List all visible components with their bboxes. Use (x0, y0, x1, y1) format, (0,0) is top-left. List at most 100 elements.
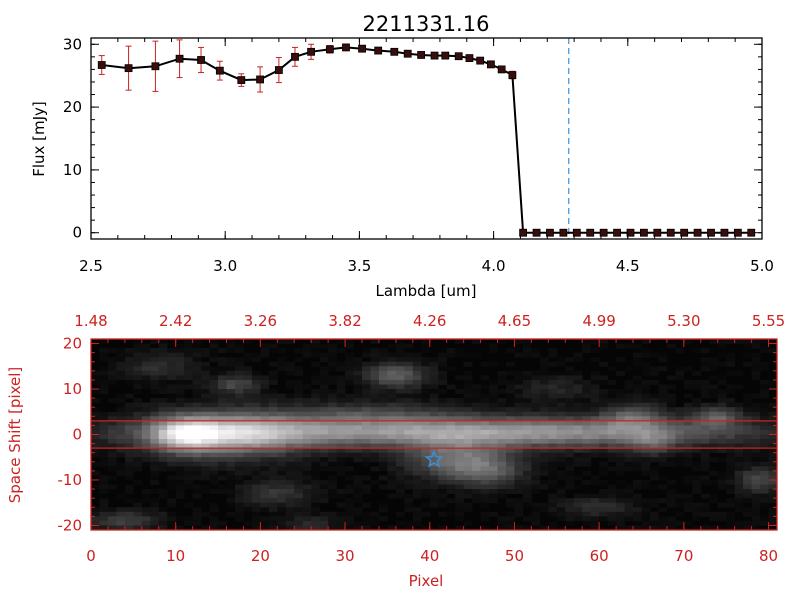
image-cell (658, 389, 668, 394)
image-cell (158, 416, 168, 422)
image-cell (514, 466, 524, 472)
image-cell (768, 402, 778, 408)
image-cell (446, 352, 456, 358)
image-cell (387, 479, 397, 485)
image-cell (573, 357, 583, 363)
image-cell (285, 516, 295, 522)
image-cell (489, 498, 498, 504)
image-cell (175, 475, 185, 481)
image-cell (277, 489, 287, 495)
image-cell (726, 484, 736, 490)
image-cell (234, 484, 244, 490)
image-cell (675, 407, 685, 413)
image-cell (497, 479, 507, 485)
image-cell (370, 443, 380, 449)
image-cell (116, 434, 126, 440)
image-cell (328, 516, 338, 522)
image-cell (277, 398, 287, 404)
image-cell (522, 343, 532, 349)
image-cell (472, 416, 481, 422)
image-cell (480, 384, 490, 390)
image-cell (590, 475, 600, 481)
image-cell (319, 384, 329, 390)
image-cell (743, 493, 752, 499)
image-cell (302, 448, 312, 454)
y-tick-label: 20 (63, 335, 82, 353)
image-cell (328, 448, 338, 454)
image-cell (395, 411, 405, 417)
image-cell (446, 443, 456, 449)
image-cell (751, 370, 761, 376)
image-cell (370, 389, 380, 394)
image-cell (760, 339, 769, 344)
image-cell (497, 448, 507, 454)
image-cell (370, 366, 380, 372)
image-cell (150, 352, 160, 358)
image-cell (726, 384, 736, 390)
image-cell (167, 398, 177, 404)
image-cell (565, 393, 575, 399)
image-cell (167, 357, 177, 363)
image-cell (192, 448, 202, 454)
image-cell (743, 475, 752, 481)
image-cell (616, 420, 625, 426)
image-cell (565, 370, 575, 376)
image-cell (218, 379, 227, 385)
image-cell (649, 352, 659, 358)
image-cell (184, 339, 194, 344)
image-cell (412, 398, 422, 404)
image-cell (421, 466, 431, 472)
image-cell (599, 402, 609, 408)
image-cell (192, 411, 202, 417)
image-cell (158, 361, 168, 367)
image-cell (268, 343, 278, 349)
image-cell (277, 402, 287, 408)
image-cell (234, 375, 244, 381)
image-cell (285, 420, 295, 426)
image-cell (277, 502, 287, 508)
image-cell (158, 407, 168, 413)
image-cell (556, 461, 566, 467)
image-cell (277, 393, 287, 399)
image-cell (666, 489, 676, 495)
image-cell (328, 402, 338, 408)
image-cell (345, 452, 354, 458)
image-cell (243, 402, 253, 408)
image-cell (565, 402, 575, 408)
image-cell (395, 457, 405, 463)
x-tick-label: 20 (251, 547, 270, 565)
image-cell (226, 429, 236, 435)
image-cell (514, 416, 524, 422)
image-cell (658, 507, 668, 513)
image-cell (743, 434, 752, 440)
image-cell (760, 493, 769, 499)
image-cell (345, 516, 354, 522)
image-cell (218, 361, 227, 367)
image-cell (412, 489, 422, 495)
image-cell (565, 407, 575, 413)
image-cell (666, 416, 676, 422)
image-cell (531, 393, 541, 399)
image-cell (378, 393, 388, 399)
image-cell (556, 425, 566, 431)
image-cell (302, 484, 312, 490)
image-cell (370, 348, 380, 354)
image-cell (438, 407, 448, 413)
image-cell (311, 479, 321, 485)
image-cell (277, 416, 287, 422)
image-cell (150, 457, 160, 463)
image-cell (539, 384, 549, 390)
image-cell (438, 379, 448, 385)
image-cell (463, 352, 473, 358)
image-cell (226, 370, 236, 376)
image-cell (336, 461, 346, 467)
image-cell (150, 452, 160, 458)
image-cell (328, 343, 338, 349)
image-cell (590, 479, 600, 485)
image-cell (311, 425, 321, 431)
image-cell (175, 375, 185, 381)
image-cell (107, 348, 117, 354)
image-cell (616, 457, 625, 463)
image-cell (505, 498, 515, 504)
image-cell (455, 493, 465, 499)
